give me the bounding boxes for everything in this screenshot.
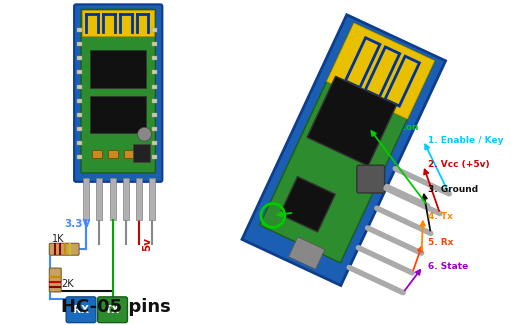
FancyBboxPatch shape	[81, 9, 155, 173]
Bar	[152, 84, 158, 88]
Bar	[152, 141, 158, 145]
Bar	[136, 178, 142, 219]
Bar	[77, 113, 82, 117]
Text: 8. Button: 8. Button	[371, 123, 418, 132]
Bar	[150, 178, 155, 219]
Bar	[133, 144, 151, 162]
Bar	[77, 71, 82, 74]
Polygon shape	[259, 23, 435, 263]
Bar	[123, 178, 129, 219]
Bar	[82, 10, 154, 36]
Bar	[77, 56, 82, 60]
Bar	[152, 28, 158, 32]
Bar	[152, 99, 158, 103]
Bar	[152, 56, 158, 60]
Text: 1K: 1K	[52, 234, 65, 244]
Bar	[152, 71, 158, 74]
Bar	[152, 42, 158, 46]
Text: 6. State: 6. State	[428, 262, 468, 271]
Bar	[77, 28, 82, 32]
Bar	[96, 178, 102, 219]
Text: RX: RX	[73, 305, 89, 315]
FancyBboxPatch shape	[357, 165, 385, 193]
Bar	[77, 155, 82, 159]
Text: HC-05 pins: HC-05 pins	[61, 298, 171, 316]
Bar	[152, 113, 158, 117]
Bar	[90, 96, 146, 133]
Text: TX: TX	[105, 305, 120, 315]
FancyBboxPatch shape	[98, 297, 128, 323]
Bar	[77, 99, 82, 103]
Bar	[90, 50, 146, 88]
Bar	[77, 84, 82, 88]
Bar	[92, 150, 102, 158]
Bar	[152, 155, 158, 159]
Text: 3.3V: 3.3V	[64, 219, 91, 229]
Polygon shape	[289, 237, 325, 269]
FancyBboxPatch shape	[49, 268, 61, 292]
Text: 2. Vcc (+5v): 2. Vcc (+5v)	[428, 161, 490, 169]
Bar	[77, 141, 82, 145]
Text: 1. Enable / Key: 1. Enable / Key	[428, 136, 503, 145]
Text: 7. LED: 7. LED	[269, 212, 302, 221]
Text: 5. Rx: 5. Rx	[428, 238, 454, 247]
Bar	[77, 127, 82, 131]
Polygon shape	[327, 23, 435, 119]
Polygon shape	[242, 15, 446, 285]
Bar	[77, 42, 82, 46]
Text: 5v: 5v	[142, 237, 152, 251]
FancyBboxPatch shape	[74, 4, 162, 182]
Text: 4. Tx: 4. Tx	[428, 212, 453, 221]
Text: 3. Ground: 3. Ground	[428, 185, 478, 194]
Bar	[108, 150, 118, 158]
FancyBboxPatch shape	[66, 297, 96, 323]
Polygon shape	[307, 76, 397, 166]
Polygon shape	[280, 177, 335, 232]
FancyBboxPatch shape	[49, 243, 79, 255]
Bar	[124, 150, 133, 158]
Bar	[83, 178, 89, 219]
Bar	[110, 178, 116, 219]
Text: 2K: 2K	[61, 279, 74, 289]
Circle shape	[138, 127, 151, 141]
Bar	[152, 127, 158, 131]
